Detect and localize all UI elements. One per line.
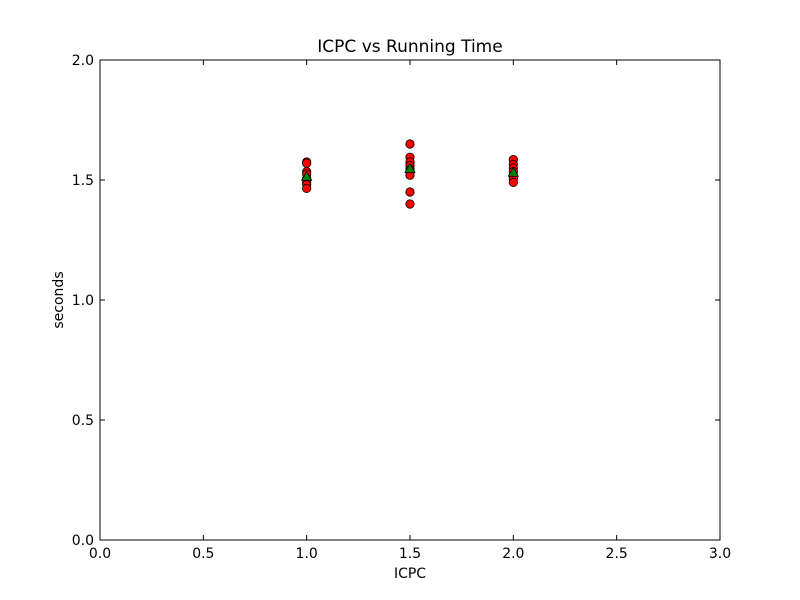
x-tick-label: 0.0: [89, 546, 111, 562]
x-tick-label: 3.0: [709, 546, 731, 562]
data-point: [405, 187, 415, 197]
x-tick-label: 2.0: [502, 546, 524, 562]
y-tick-label: 0.5: [72, 413, 94, 429]
data-point: [405, 199, 415, 209]
data-point: [405, 139, 415, 149]
mean-point: [300, 170, 313, 181]
x-axis-label: ICPC: [394, 566, 426, 582]
y-axis-label: seconds: [51, 271, 67, 328]
data-point: [302, 158, 312, 168]
x-tick-label: 1.0: [296, 546, 318, 562]
x-tick-label: 2.5: [606, 546, 628, 562]
x-tick-label: 0.5: [192, 546, 214, 562]
y-tick-label: 1.5: [72, 173, 94, 189]
axes-frame: [99, 59, 721, 541]
x-tick-label: 1.5: [399, 546, 421, 562]
data-point: [508, 177, 518, 187]
mean-point: [404, 162, 416, 173]
y-tick-label: 2.0: [72, 53, 94, 69]
y-tick-label: 1.0: [72, 293, 94, 309]
data-point: [302, 183, 312, 193]
chart-title: ICPC vs Running Time: [317, 37, 502, 57]
mean-point: [507, 166, 520, 177]
y-tick-label: 0.0: [72, 533, 94, 549]
plot-area: 0.0 0.5 1.0 1.5 2.0 2.5 3.0 0.0 0.5 1.0 1.5 2.0: [72, 53, 731, 562]
